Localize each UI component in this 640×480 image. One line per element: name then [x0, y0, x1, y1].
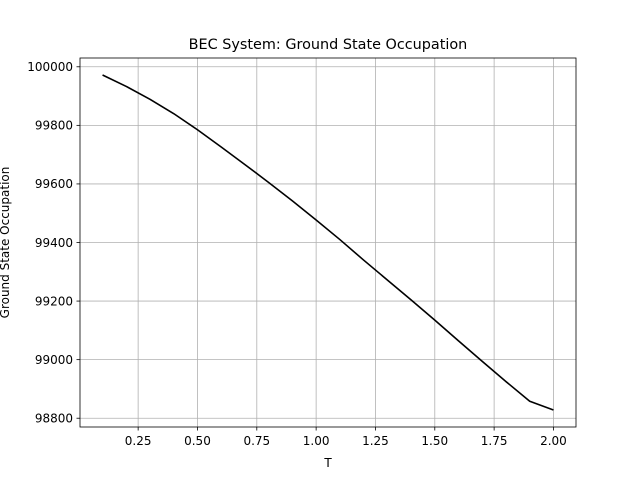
x-tick-label: 2.00: [540, 434, 567, 448]
ticks: 0.25 0.50 0.75 1.00 1.25 1.50 1.75 2.00 98800 990…: [27, 60, 567, 448]
series-line: [102, 74, 554, 411]
x-tick-label: 0.25: [125, 434, 152, 448]
y-tick-label: 99800: [35, 119, 73, 133]
y-tick-label: 100000: [27, 60, 73, 74]
y-tick-label: 99000: [35, 353, 73, 367]
x-tick-label: 0.75: [243, 434, 270, 448]
y-tick-label: 99400: [35, 236, 73, 250]
x-tick-label: 1.50: [421, 434, 448, 448]
x-tick-label: 1.75: [481, 434, 508, 448]
x-axis-label: T: [323, 456, 332, 470]
x-tick-label: 0.50: [184, 434, 211, 448]
x-tick-label: 1.25: [362, 434, 389, 448]
x-tick-label: 1.00: [303, 434, 330, 448]
series-layer: [102, 74, 554, 411]
grid: [80, 58, 576, 427]
chart-title: BEC System: Ground State Occupation: [189, 37, 468, 53]
y-tick-label: 98800: [35, 412, 73, 426]
y-axis-label: Ground State Occupation: [0, 167, 12, 319]
y-tick-label: 99200: [35, 294, 73, 308]
y-tick-label: 99600: [35, 177, 73, 191]
